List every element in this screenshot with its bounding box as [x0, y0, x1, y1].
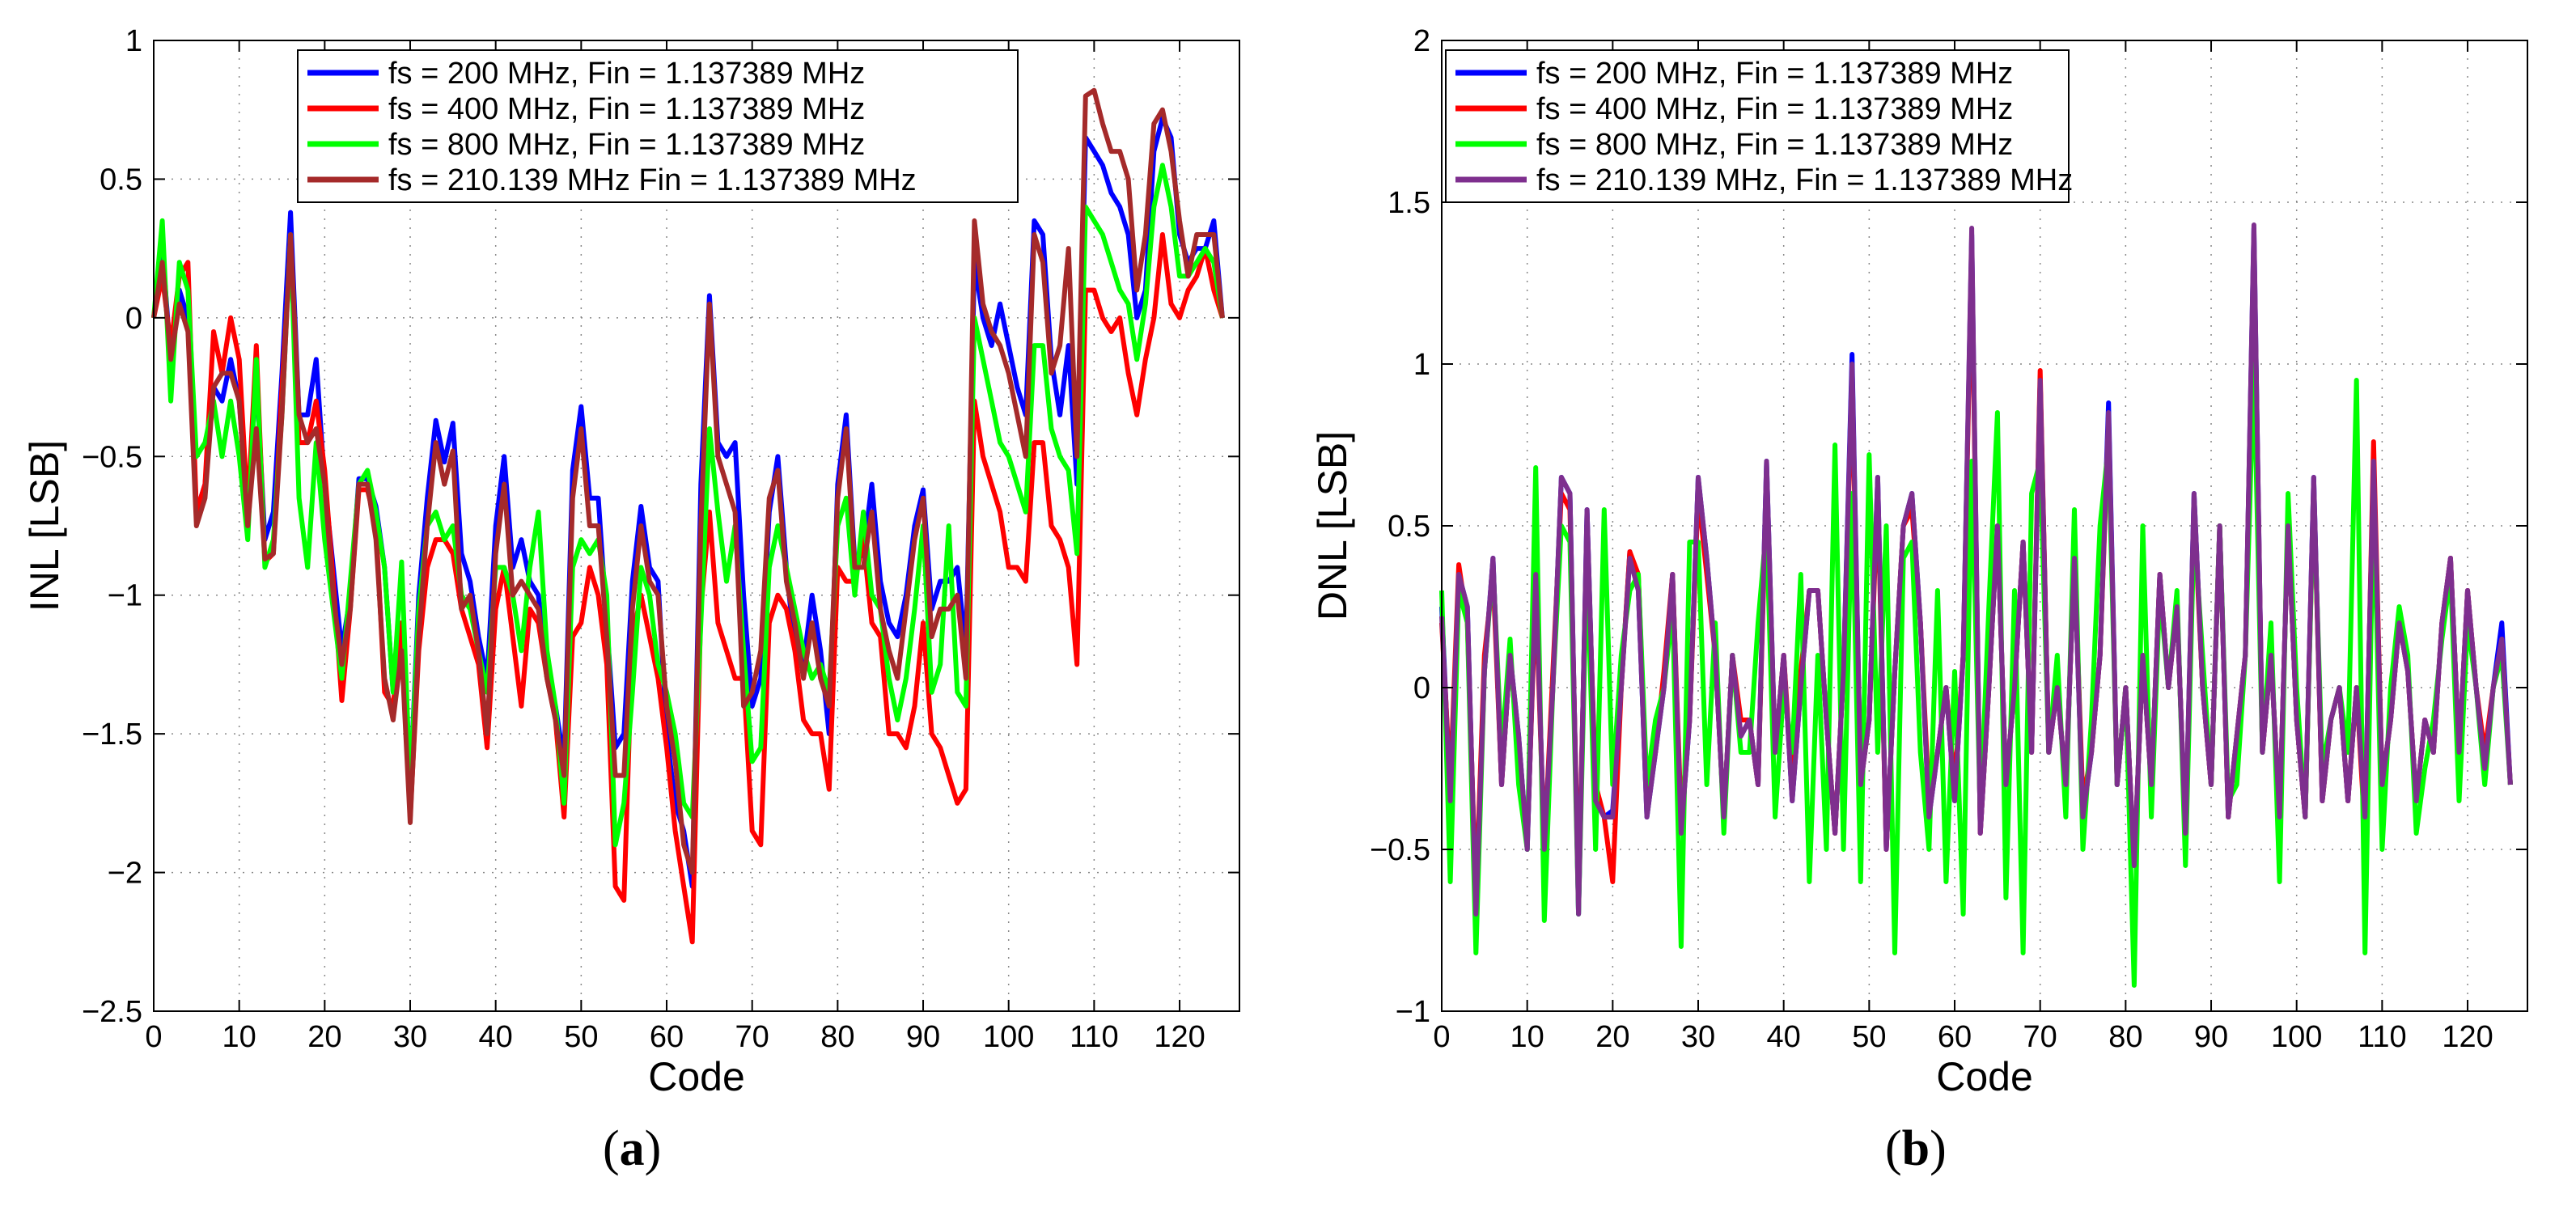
y-tick-label: 0 [125, 302, 142, 336]
x-tick-label: 70 [735, 1020, 769, 1054]
x-tick-label: 50 [1852, 1020, 1886, 1054]
legend-label-4: fs = 210.139 MHz, Fin = 1.137389 MHz [1536, 163, 2073, 197]
x-tick-label: 100 [983, 1020, 1034, 1054]
x-tick-label: 40 [479, 1020, 513, 1054]
legend-label-1: fs = 200 MHz, Fin = 1.137389 MHz [388, 57, 865, 91]
x-tick-label: 20 [307, 1020, 341, 1054]
x-tick-label: 50 [564, 1020, 598, 1054]
x-tick-label: 60 [1938, 1020, 1972, 1054]
x-tick-label: 110 [2358, 1020, 2407, 1054]
x-tick-label: 0 [145, 1020, 162, 1054]
y-tick-label: −1.5 [82, 718, 142, 752]
legend-label-3: fs = 800 MHz, Fin = 1.137389 MHz [388, 128, 865, 162]
chart-dnl: 0 10 20 30 40 50 60 70 80 90 100 110 120 −1 −0.5 0 0.5 1 1… [1310, 24, 2528, 1099]
x-tick-label: 40 [1767, 1020, 1801, 1054]
legend-label-2: fs = 400 MHz, Fin = 1.137389 MHz [1536, 92, 2013, 126]
x-tick-label: 120 [1154, 1020, 1205, 1054]
y-tick-label: −1 [1396, 995, 1430, 1029]
x-tick-label: 30 [393, 1020, 427, 1054]
y-tick-label: 0.5 [1388, 510, 1430, 544]
y-tick-label: −1 [108, 579, 142, 613]
x-tick-label: 80 [820, 1020, 854, 1054]
x-tick-label: 90 [2194, 1020, 2228, 1054]
x-tick-label: 110 [1070, 1020, 1119, 1054]
x-tick-label: 90 [906, 1020, 940, 1054]
x-tick-label: 30 [1681, 1020, 1715, 1054]
chart-inl: 0 10 20 30 40 50 60 70 80 90 100 110 120−2.5−2−1.5−1… [22, 24, 1240, 1099]
y-tick-label: 2 [1413, 24, 1430, 58]
caption-a: (a) [603, 1121, 662, 1176]
y-axis-label: DNL [LSB] [1310, 431, 1355, 620]
legend-box [297, 49, 1019, 203]
y-tick-label: 1.5 [1388, 186, 1430, 220]
x-axis-label: Code [648, 1054, 745, 1099]
y-tick-label: 0.5 [100, 163, 142, 197]
x-tick-label: 60 [650, 1020, 684, 1054]
y-tick-label: −2.5 [82, 995, 142, 1029]
axes-box [153, 40, 1240, 1012]
legend-label-4: fs = 210.139 MHz Fin = 1.137389 MHz [388, 163, 917, 197]
x-tick-label: 100 [2271, 1020, 2322, 1054]
x-tick-label: 0 [1433, 1020, 1450, 1054]
legend-box [1445, 49, 2070, 203]
legend-label-1: fs = 200 MHz, Fin = 1.137389 MHz [1536, 57, 2013, 91]
series-line-4 [1439, 222, 2513, 917]
caption-b: (b) [1885, 1121, 1947, 1176]
y-tick-label: 0 [1413, 671, 1430, 705]
x-tick-label: 20 [1595, 1020, 1629, 1054]
x-tick-label: 10 [1510, 1020, 1544, 1054]
x-tick-label: 70 [2023, 1020, 2057, 1054]
x-axis-label: Code [1936, 1054, 2033, 1099]
x-tick-label: 80 [2108, 1020, 2142, 1054]
legend-label-2: fs = 400 MHz, Fin = 1.137389 MHz [388, 92, 865, 126]
x-tick-label: 10 [222, 1020, 256, 1054]
y-tick-label: −2 [108, 857, 142, 891]
y-tick-label: −0.5 [82, 440, 142, 474]
y-tick-label: 1 [125, 24, 142, 58]
y-tick-label: 1 [1413, 348, 1430, 382]
legend-label-3: fs = 800 MHz, Fin = 1.137389 MHz [1536, 128, 2013, 162]
x-tick-label: 120 [2442, 1020, 2493, 1054]
series-line-4 [151, 87, 1225, 875]
y-axis-label: INL [LSB] [22, 440, 67, 612]
y-tick-label: −0.5 [1370, 833, 1430, 867]
